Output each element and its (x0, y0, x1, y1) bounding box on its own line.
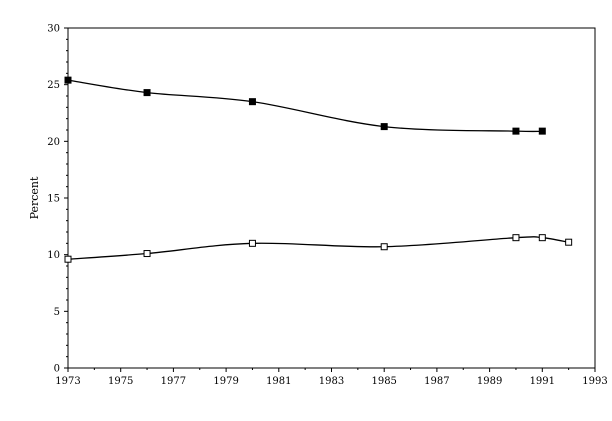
x-tick-label: 1973 (55, 376, 80, 387)
x-tick-label: 1981 (266, 376, 291, 387)
x-tick-label: 1975 (108, 376, 133, 387)
y-tick-label: 25 (47, 80, 60, 91)
x-tick-label: 1985 (371, 376, 396, 387)
data-point-series-2 (64, 255, 72, 263)
plot-frame (67, 27, 596, 369)
x-tick-label: 1987 (424, 376, 449, 387)
y-tick-label: 15 (47, 194, 60, 205)
x-axis-ticks: 1973 1975 1977 1979 1981 1983 1985 1987 1989 1991… (55, 368, 608, 387)
x-tick-label: 1993 (582, 376, 607, 387)
data-point-series-2 (380, 243, 388, 251)
data-point-series-2 (512, 234, 520, 242)
x-tick-label: 1989 (477, 376, 502, 387)
data-point-series-1 (380, 123, 388, 131)
series-layer (64, 76, 573, 263)
data-point-series-2 (538, 234, 546, 242)
data-point-series-1 (538, 127, 546, 135)
y-tick-label: 30 (47, 24, 60, 35)
data-point-series-1 (248, 98, 256, 106)
series-line-1 (67, 79, 543, 133)
data-point-series-2 (143, 250, 151, 258)
y-axis-ticks: 0 5 10 15 20 25 30 (47, 24, 68, 375)
y-tick-label: 10 (47, 250, 60, 261)
x-tick-label: 1983 (319, 376, 344, 387)
y-axis-title: Percent (28, 176, 41, 219)
series-line-2 (67, 236, 569, 260)
x-tick-label: 1979 (213, 376, 238, 387)
data-point-series-1 (512, 127, 520, 135)
data-point-series-1 (64, 76, 72, 84)
data-point-series-1 (143, 89, 151, 97)
y-tick-label: 0 (54, 364, 60, 375)
y-tick-label: 5 (54, 307, 60, 318)
x-tick-label: 1991 (530, 376, 555, 387)
x-tick-label: 1977 (161, 376, 186, 387)
data-point-series-2 (565, 238, 573, 246)
y-tick-label: 20 (47, 137, 60, 148)
data-point-series-2 (248, 239, 256, 247)
